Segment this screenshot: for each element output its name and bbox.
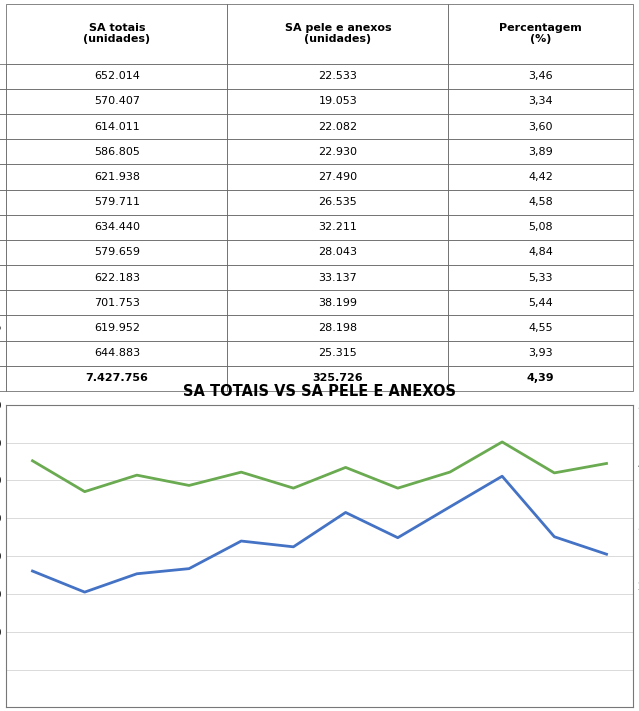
Title: SA TOTAIS VS SA PELE E ANEXOS: SA TOTAIS VS SA PELE E ANEXOS (183, 385, 456, 400)
